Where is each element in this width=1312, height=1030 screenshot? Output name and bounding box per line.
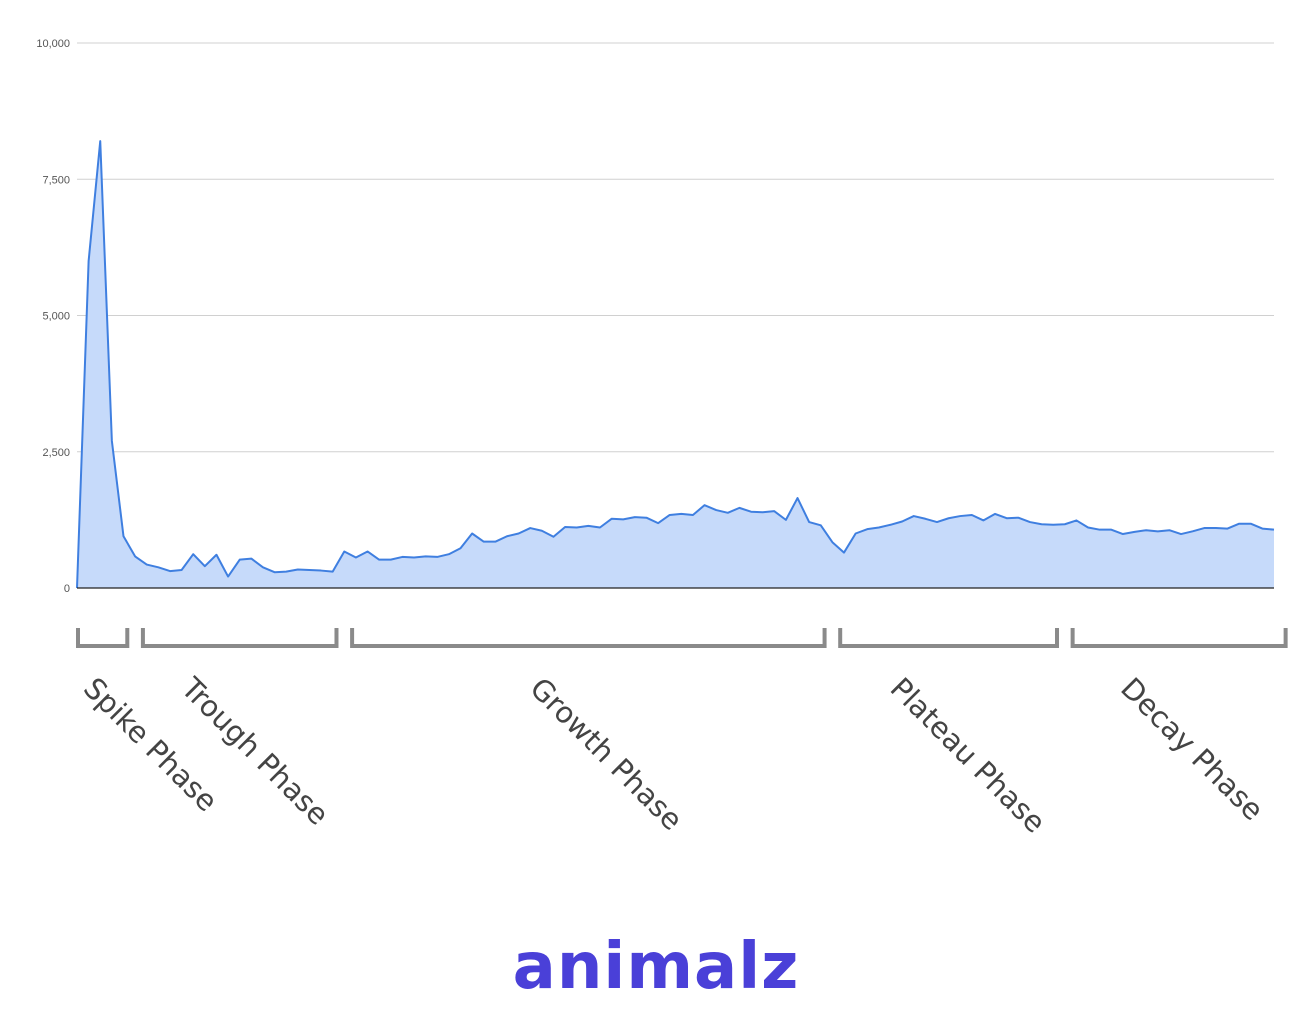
phase-label: Growth Phase: [523, 671, 689, 837]
phase-bracket: [838, 628, 1059, 648]
phase-bracket: [1070, 628, 1288, 648]
series-area: [77, 141, 1274, 588]
y-tick-label: 7,500: [42, 174, 70, 186]
brand-logo: animalz: [512, 930, 800, 1004]
phase-bracket: [140, 628, 339, 648]
series-line: [76, 140, 1275, 589]
y-tick-label: 0: [64, 583, 70, 595]
phase-label: Decay Phase: [1114, 671, 1270, 827]
phase-bracket: [350, 628, 827, 648]
phase-bracket: [76, 628, 130, 648]
y-tick-label: 2,500: [42, 447, 70, 459]
phase-label: Plateau Phase: [884, 671, 1053, 840]
y-tick-label: 5,000: [42, 311, 70, 323]
y-tick-label: 10,000: [36, 38, 70, 50]
